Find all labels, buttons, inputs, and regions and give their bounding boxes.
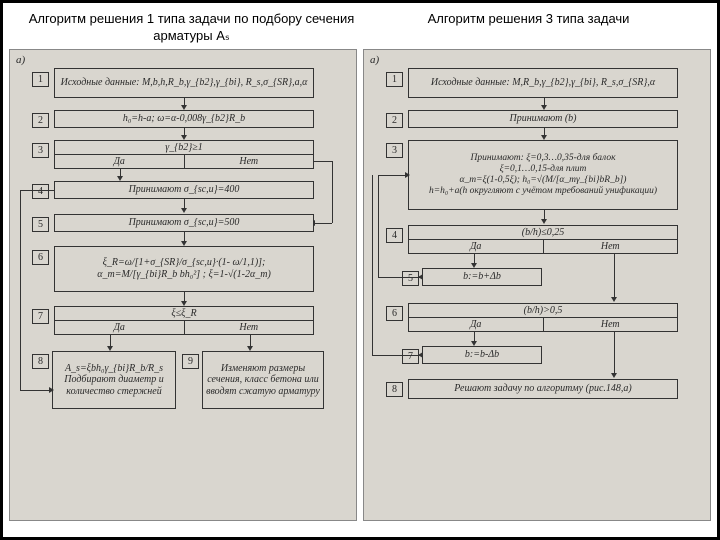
b-split-6: Да Нет [408,317,678,332]
box-8-text: A_s=ξbh₀γ_{bi}R_b/R_s Подбирают диаметр … [55,363,173,398]
box-4-text: Принимают σ_{sc,u}=400 [129,184,240,196]
b-box-1: Исходные данные: M,R_b,γ_{b2},γ_{bi}, R_… [408,68,678,98]
box-7: ξ≤ξ_R [54,306,314,321]
b-box-8-text: Решают задачу по алгоритму (рис.148,а) [454,383,631,395]
b-split-4: Да Нет [408,239,678,254]
stepnum-3: 3 [32,143,49,158]
box-2: h₀=h-a; ω=α-0,008γ_{b2}R_b [54,110,314,128]
b-box-2: Принимают (b) [408,110,678,128]
stepnum-5: 5 [32,217,49,232]
no-3: Нет [185,155,314,168]
b-box-5: b:=b+Δb [422,268,542,286]
title-right: Алгоритм решения 3 типа задачи [360,11,697,45]
box-9-text: Изменяют размеры сечения, класс бетона и… [205,363,321,398]
b-stepnum-6: 6 [386,306,403,321]
b-box-7-text: b:=b-Δb [465,349,499,361]
box-5: Принимают σ_{sc,u}=500 [54,214,314,232]
b-box-3-text: Принимают: ξ=0,3…0,35-для балок ξ=0,1…0,… [429,153,657,197]
b-stepnum-8: 8 [386,382,403,397]
box-7-text: ξ≤ξ_R [171,308,196,320]
b-yes-4: Да [409,240,544,253]
b-box-4-text: (b/h)≤0,25 [522,227,564,239]
yes-3: Да [55,155,185,168]
stepnum-4: 4 [32,184,49,199]
b-stepnum-2: 2 [386,113,403,128]
stepnum-9: 9 [182,354,199,369]
b-box-1-text: Исходные данные: M,R_b,γ_{b2},γ_{bi}, R_… [431,77,655,89]
b-no-4: Нет [544,240,678,253]
b-box-6-text: (b/h)>0,5 [524,305,563,317]
flowchart-left: a) 1 Исходные данные: M,b,h,R_b,γ_{b2},γ… [9,49,357,521]
b-stepnum-7: 7 [402,349,419,364]
b-stepnum-3: 3 [386,143,403,158]
stepnum-2: 2 [32,113,49,128]
b-box-6: (b/h)>0,5 [408,303,678,318]
box-1: Исходные данные: M,b,h,R_b,γ_{b2},γ_{bi}… [54,68,314,98]
b-box-2-text: Принимают (b) [510,113,577,125]
b-box-3: Принимают: ξ=0,3…0,35-для балок ξ=0,1…0,… [408,140,678,210]
panel-label-b: a) [370,54,379,66]
split-7: Да Нет [54,320,314,335]
stepnum-8: 8 [32,354,49,369]
stepnum-6: 6 [32,250,49,265]
box-4: Принимают σ_{sc,u}=400 [54,181,314,199]
stepnum-7: 7 [32,309,49,324]
no-7: Нет [185,321,314,334]
b-stepnum-5: 5 [402,271,419,286]
title-left: Алгоритм решения 1 типа задачи по подбор… [23,11,360,45]
box-5-text: Принимают σ_{sc,u}=500 [129,217,240,229]
box-9: Изменяют размеры сечения, класс бетона и… [202,351,324,409]
b-stepnum-1: 1 [386,72,403,87]
panel-label: a) [16,54,25,66]
b-box-8: Решают задачу по алгоритму (рис.148,а) [408,379,678,399]
b-box-4: (b/h)≤0,25 [408,225,678,240]
box-2-text: h₀=h-a; ω=α-0,008γ_{b2}R_b [123,113,245,125]
b-box-7: b:=b-Δb [422,346,542,364]
box-8: A_s=ξbh₀γ_{bi}R_b/R_s Подбирают диаметр … [52,351,176,409]
b-yes-6: Да [409,318,544,331]
flowchart-right: a) 1 Исходные данные: M,R_b,γ_{b2},γ_{bi… [363,49,711,521]
box-6-text: ξ_R=ω/[1+σ_{SR}/σ_{sc,u}·(1- ω/1,1)]; α_… [97,257,271,280]
box-3-text: γ_{b2}≥1 [165,142,202,154]
yes-7: Да [55,321,185,334]
box-3: γ_{b2}≥1 [54,140,314,155]
split-3: Да Нет [54,154,314,169]
stepnum-1: 1 [32,72,49,87]
b-box-5-text: b:=b+Δb [463,271,501,283]
box-6: ξ_R=ω/[1+σ_{SR}/σ_{sc,u}·(1- ω/1,1)]; α_… [54,246,314,292]
b-no-6: Нет [544,318,678,331]
box-1-text: Исходные данные: M,b,h,R_b,γ_{b2},γ_{bi}… [61,77,308,89]
b-stepnum-4: 4 [386,228,403,243]
